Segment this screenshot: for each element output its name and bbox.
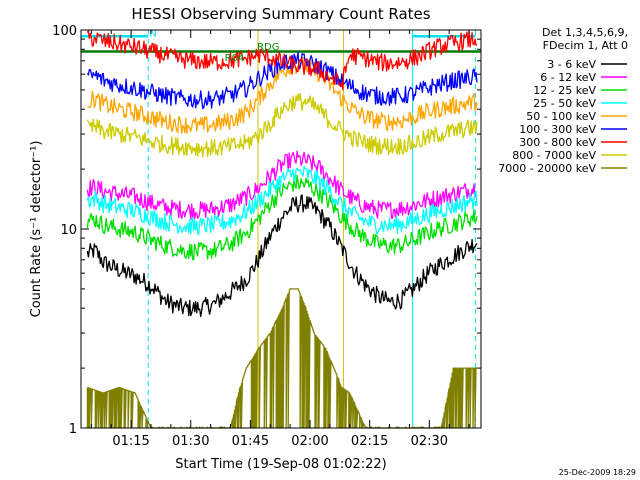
x-tick-label-5: 02:30 bbox=[411, 434, 448, 449]
y-axis: 1 10 100 bbox=[52, 24, 481, 437]
annotation-0: N bbox=[149, 29, 156, 40]
legend-header-line-1: Det 1,3,4,5,6,9, bbox=[542, 26, 628, 39]
x-tick-label-3: 02:00 bbox=[291, 434, 328, 449]
legend-label-2: 12 - 25 keV bbox=[533, 84, 596, 97]
series-line-4 bbox=[87, 56, 478, 134]
y-axis-label: Count Rate (s⁻¹ detector⁻¹) bbox=[29, 141, 44, 318]
x-tick-label-4: 02:15 bbox=[351, 434, 388, 449]
legend-label-7: 800 - 7000 keV bbox=[512, 149, 596, 162]
legend-label-4: 50 - 100 keV bbox=[526, 110, 596, 123]
series-line-7 bbox=[86, 92, 478, 158]
series-line-3 bbox=[86, 165, 478, 236]
x-tick-label-1: 01:30 bbox=[172, 434, 209, 449]
chart-title: HESSI Observing Summary Count Rates bbox=[131, 5, 430, 23]
x-axis-label: Start Time (19-Sep-08 01:02:22) bbox=[175, 457, 386, 472]
y-tick-label-2: 100 bbox=[52, 24, 77, 39]
timestamp: 25-Dec-2009 18:29 bbox=[559, 468, 636, 477]
x-axis: 01:15 01:30 01:45 02:00 02:15 02:30 bbox=[90, 30, 470, 449]
legend-label-3: 25 - 50 keV bbox=[533, 97, 596, 110]
series-line-1 bbox=[86, 150, 478, 220]
legend-label-5: 100 - 300 keV bbox=[519, 123, 596, 136]
legend-label-8: 7000 - 20000 keV bbox=[498, 162, 596, 175]
y-tick-label-1: 10 bbox=[60, 223, 77, 238]
series-line-6 bbox=[86, 29, 478, 91]
series-line-0 bbox=[86, 194, 478, 318]
series-line-5 bbox=[86, 51, 478, 110]
legend-label-1: 6 - 12 keV bbox=[540, 71, 596, 84]
annotation-2: R04 bbox=[225, 53, 245, 64]
legend-label-0: 3 - 6 keV bbox=[547, 58, 596, 71]
series-line-2 bbox=[86, 174, 478, 261]
legend-header-line-2: FDecim 1, Att 0 bbox=[543, 39, 628, 52]
x-tick-label-2: 01:45 bbox=[232, 434, 269, 449]
legend-label-6: 300 - 800 keV bbox=[519, 136, 596, 149]
legend: Det 1,3,4,5,6,9, FDecim 1, Att 0 3 - 6 k… bbox=[498, 26, 628, 175]
annotation-1: RDG bbox=[257, 42, 279, 53]
y-tick-label-0: 1 bbox=[69, 422, 77, 437]
x-tick-label-0: 01:15 bbox=[112, 434, 149, 449]
plot-area: N RDG R04 bbox=[80, 29, 481, 429]
series-line-8 bbox=[86, 288, 477, 429]
